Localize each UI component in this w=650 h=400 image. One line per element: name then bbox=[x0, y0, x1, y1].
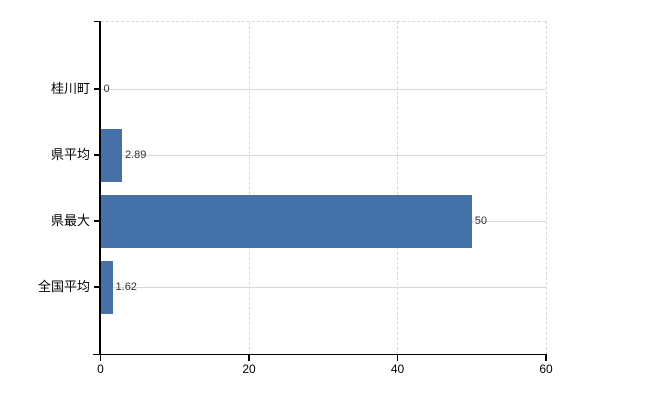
bar bbox=[100, 128, 122, 182]
bar-value-label: 1.62 bbox=[115, 281, 137, 293]
x-axis-tick bbox=[99, 354, 102, 361]
category-label: 県平均 bbox=[50, 147, 90, 162]
plot-border-right bbox=[545, 21, 547, 355]
plot-border-top bbox=[100, 21, 546, 22]
h-gridline bbox=[100, 286, 546, 288]
y-axis-tick bbox=[93, 88, 100, 90]
v-gridline bbox=[248, 21, 250, 355]
bar-value-label: 2.89 bbox=[124, 149, 147, 161]
x-tick-label: 20 bbox=[242, 362, 256, 376]
x-tick-label: 40 bbox=[390, 362, 405, 376]
x-tick-label: 0 bbox=[97, 362, 104, 376]
h-gridline bbox=[100, 154, 546, 156]
bar-value-label: 50 bbox=[474, 215, 487, 227]
y-axis-tick bbox=[93, 154, 100, 156]
y-axis-end-tick bbox=[93, 21, 100, 23]
x-axis-line bbox=[93, 353, 547, 355]
category-label: 県最大 bbox=[50, 213, 90, 228]
y-axis-line bbox=[99, 21, 101, 355]
category-label: 桂川町 bbox=[50, 81, 90, 96]
x-axis-tick bbox=[248, 354, 250, 361]
category-label: 全国平均 bbox=[37, 279, 90, 294]
x-axis-tick bbox=[396, 354, 399, 361]
bar bbox=[100, 194, 472, 248]
y-axis-tick bbox=[93, 286, 100, 288]
bar bbox=[100, 260, 113, 314]
bar-value-label: 0 bbox=[103, 83, 110, 95]
x-tick-label: 60 bbox=[539, 362, 553, 376]
v-gridline bbox=[397, 21, 398, 355]
x-axis-tick bbox=[545, 354, 547, 361]
h-gridline bbox=[100, 88, 546, 90]
y-axis-tick bbox=[93, 220, 100, 222]
